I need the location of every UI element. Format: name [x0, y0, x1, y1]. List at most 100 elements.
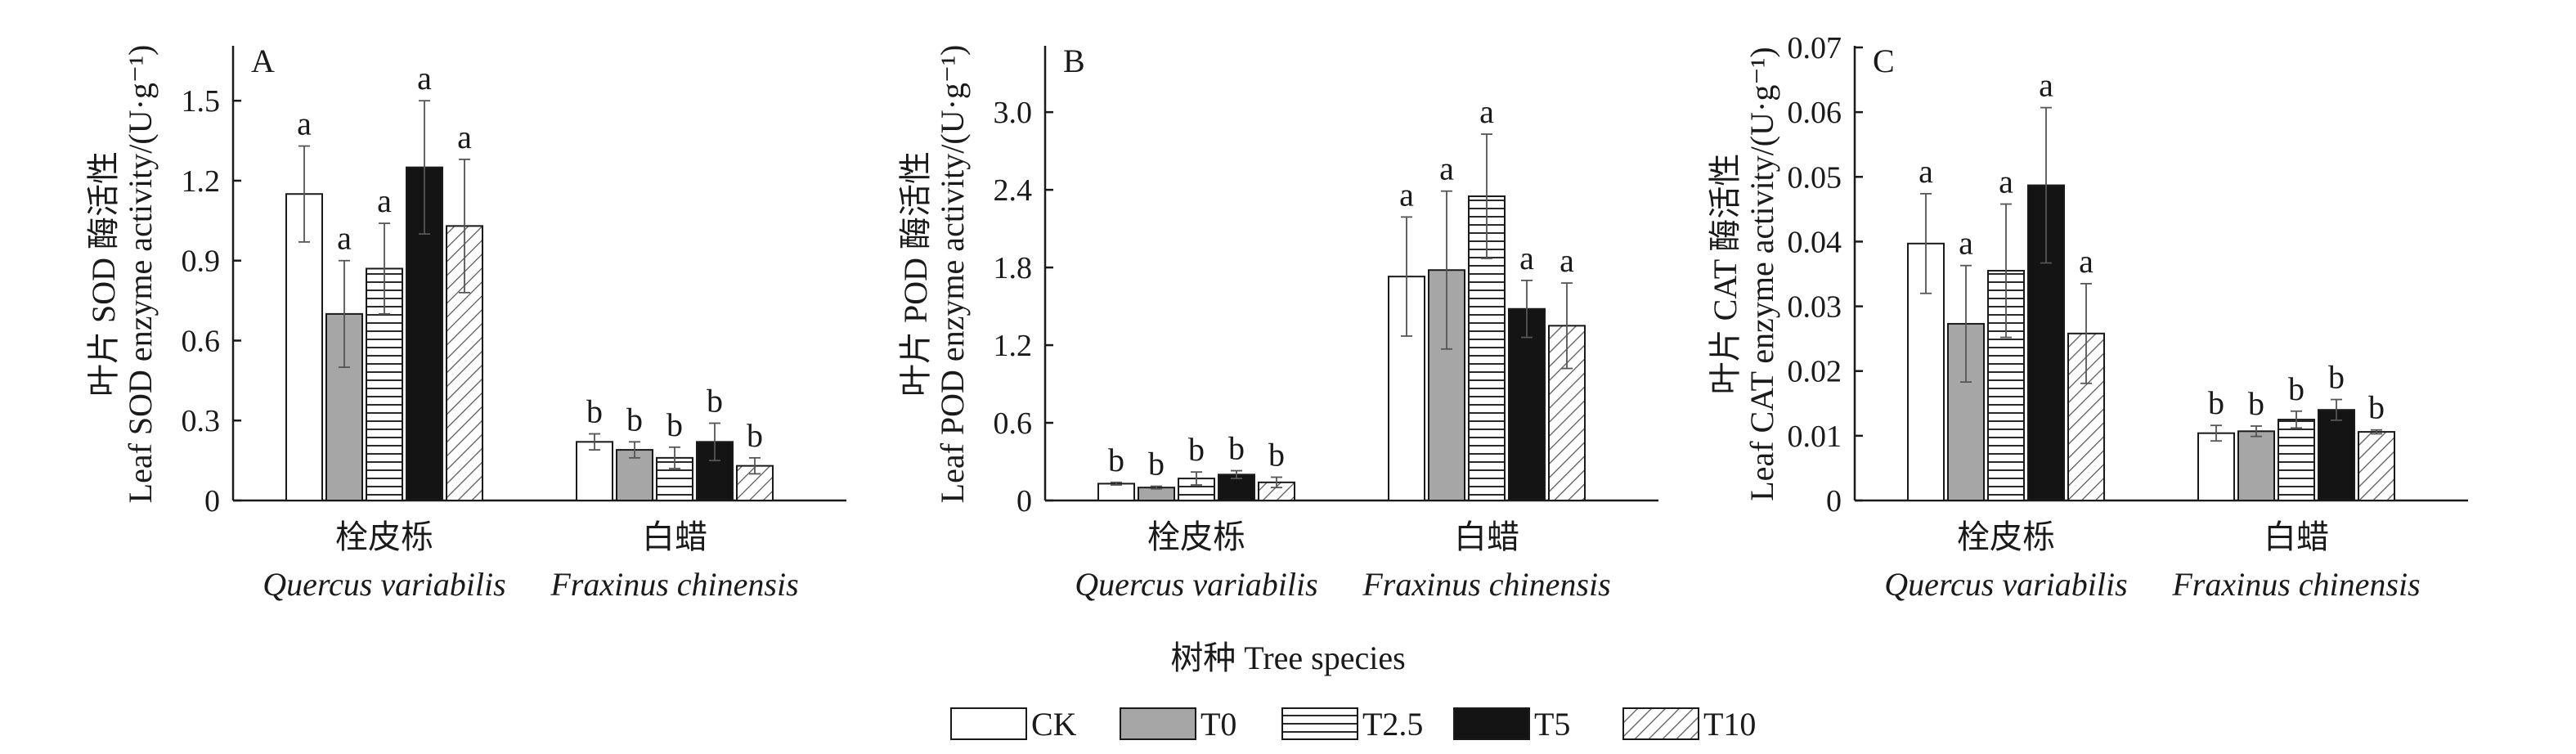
y-tick-label: 0: [1016, 484, 1032, 518]
significance-letter: a: [1919, 153, 1933, 190]
y-tick-label: 0.03: [1788, 290, 1842, 325]
y-tick-label: 0.07: [1788, 31, 1842, 65]
category-label-en: Quercus variabilis: [263, 566, 505, 603]
legend-item-ck: CK: [950, 706, 1077, 743]
y-tick-label: 0: [1826, 484, 1842, 518]
y-tick-label: 0.9: [182, 245, 221, 279]
significance-letter: a: [2039, 67, 2053, 104]
y-tick-label: 0.6: [994, 406, 1033, 441]
category-label-en: Fraxinus chinensis: [1362, 566, 1610, 603]
significance-letter: a: [1439, 150, 1454, 187]
y-axis-title-en: Leaf POD enzyme activity/(U·g⁻¹): [934, 45, 971, 504]
panel-label: A: [251, 43, 275, 79]
significance-letter: b: [2368, 389, 2385, 426]
category-label-en: Quercus variabilis: [1884, 566, 2127, 603]
y-tick-label: 0.6: [182, 324, 221, 358]
bar-ck: [576, 441, 613, 502]
legend-swatch: [1453, 707, 1530, 740]
legend: CK T0 T2.5 T5 T10: [950, 706, 1756, 743]
category-label-en: Fraxinus chinensis: [550, 566, 798, 603]
significance-letter: a: [417, 60, 432, 96]
y-tick-label: 0.3: [182, 404, 221, 438]
chart-panels: 0 0.3 0.6 0.9 1.2 1.5 A 叶片 SOD 酶活性 Leaf SOD enzy…: [85, 31, 2468, 603]
significance-letter: a: [1479, 93, 1494, 130]
panel-a: 0 0.3 0.6 0.9 1.2 1.5 A 叶片 SOD 酶活性 Leaf SOD enzy…: [85, 43, 846, 603]
significance-letter: b: [747, 417, 763, 454]
y-axis-title-zh: 叶片 CAT 酶活性: [1707, 154, 1744, 395]
significance-letter: a: [297, 105, 312, 142]
x-axis-title: 树种 Tree species: [1170, 640, 1405, 676]
panel-c: 0 0.01 0.02 0.03 0.04 0.05 0.06 0.07 C 叶片 CAT 酶活性…: [1707, 31, 2468, 603]
legend-label: CK: [1031, 706, 1077, 743]
y-tick-label: 0.01: [1788, 420, 1842, 454]
y-tick-label: 1.5: [182, 84, 221, 119]
panel-label: C: [1873, 43, 1895, 79]
significance-letter: a: [1399, 176, 1414, 213]
bar-t5: [2318, 409, 2355, 502]
bar-ck: [2197, 432, 2235, 501]
y-axis-title-en: Leaf SOD enzyme activity/(U·g⁻¹): [122, 45, 159, 504]
legend-item-t0: T0: [1120, 706, 1236, 743]
y-tick-label: 1.2: [994, 329, 1033, 363]
significance-letter: b: [1268, 437, 1285, 473]
y-tick-label: 1.2: [182, 164, 221, 199]
category-label-zh: 栓皮栎: [1957, 518, 2055, 555]
bar-ck: [1097, 482, 1135, 501]
significance-letter: b: [2328, 359, 2345, 396]
significance-letter: b: [2208, 384, 2224, 421]
legend-item-t10: T10: [1622, 706, 1756, 743]
significance-letter: a: [337, 220, 352, 257]
significance-letter: b: [1148, 446, 1165, 482]
significance-letter: a: [2079, 243, 2094, 280]
category-label-zh: 白蜡: [1454, 518, 1519, 555]
y-tick-label: 0.04: [1788, 225, 1842, 259]
panel-b: 0 0.6 1.2 1.8 2.4 3.0 B 叶片 POD 酶活性 Leaf POD enzy…: [897, 43, 1658, 603]
category-label-zh: 栓皮栎: [1147, 518, 1245, 555]
significance-letter: a: [377, 182, 392, 219]
significance-letter: a: [457, 119, 472, 155]
bar-t10: [2358, 431, 2395, 502]
bar-t2-5: [366, 267, 403, 501]
bar-ck: [285, 193, 323, 501]
significance-letter: a: [1560, 242, 1574, 279]
significance-letter: a: [1959, 225, 1973, 262]
legend-swatch: [950, 707, 1027, 740]
y-tick-label: 0.02: [1788, 355, 1842, 389]
significance-letter: b: [586, 393, 603, 430]
significance-letter: b: [626, 401, 643, 438]
category-label-zh: 栓皮栎: [335, 518, 433, 555]
legend-label: T10: [1703, 706, 1756, 743]
legend-label: T2.5: [1362, 706, 1423, 743]
significance-letter: b: [1228, 430, 1245, 467]
legend-item-t5: T5: [1453, 706, 1570, 743]
significance-letter: b: [2248, 385, 2264, 422]
y-tick-label: 2.4: [994, 173, 1033, 208]
y-tick-label: 0: [204, 484, 220, 518]
legend-swatch: [1622, 707, 1699, 740]
significance-letter: a: [1999, 164, 2013, 200]
legend-swatch: [1281, 707, 1358, 740]
significance-letter: b: [1188, 431, 1205, 468]
legend-swatch: [1120, 707, 1196, 740]
y-axis-title-en: Leaf CAT enzyme activity/(U·g⁻¹): [1744, 47, 1780, 501]
bar-t0: [2237, 430, 2275, 501]
category-label-zh: 白蜡: [2264, 518, 2329, 555]
significance-letter: b: [707, 382, 723, 419]
y-axis-title-zh: 叶片 POD 酶活性: [897, 151, 934, 397]
legend-label: T0: [1200, 706, 1236, 743]
y-tick-label: 3.0: [994, 96, 1033, 130]
category-label-zh: 白蜡: [642, 518, 707, 555]
legend-label: T5: [1534, 706, 1570, 743]
category-label-en: Quercus variabilis: [1075, 566, 1317, 603]
bar-t2-5: [2278, 419, 2315, 501]
bar-t10: [446, 225, 483, 501]
significance-letter: b: [666, 406, 683, 443]
panel-label: B: [1063, 43, 1085, 79]
significance-letter: b: [1108, 442, 1124, 478]
significance-letter: b: [2288, 370, 2304, 407]
significance-letter: a: [1519, 240, 1534, 276]
y-axis-title-zh: 叶片 SOD 酶活性: [85, 151, 122, 397]
category-label-en: Fraxinus chinensis: [2171, 566, 2420, 603]
y-tick-label: 0.06: [1788, 96, 1842, 130]
